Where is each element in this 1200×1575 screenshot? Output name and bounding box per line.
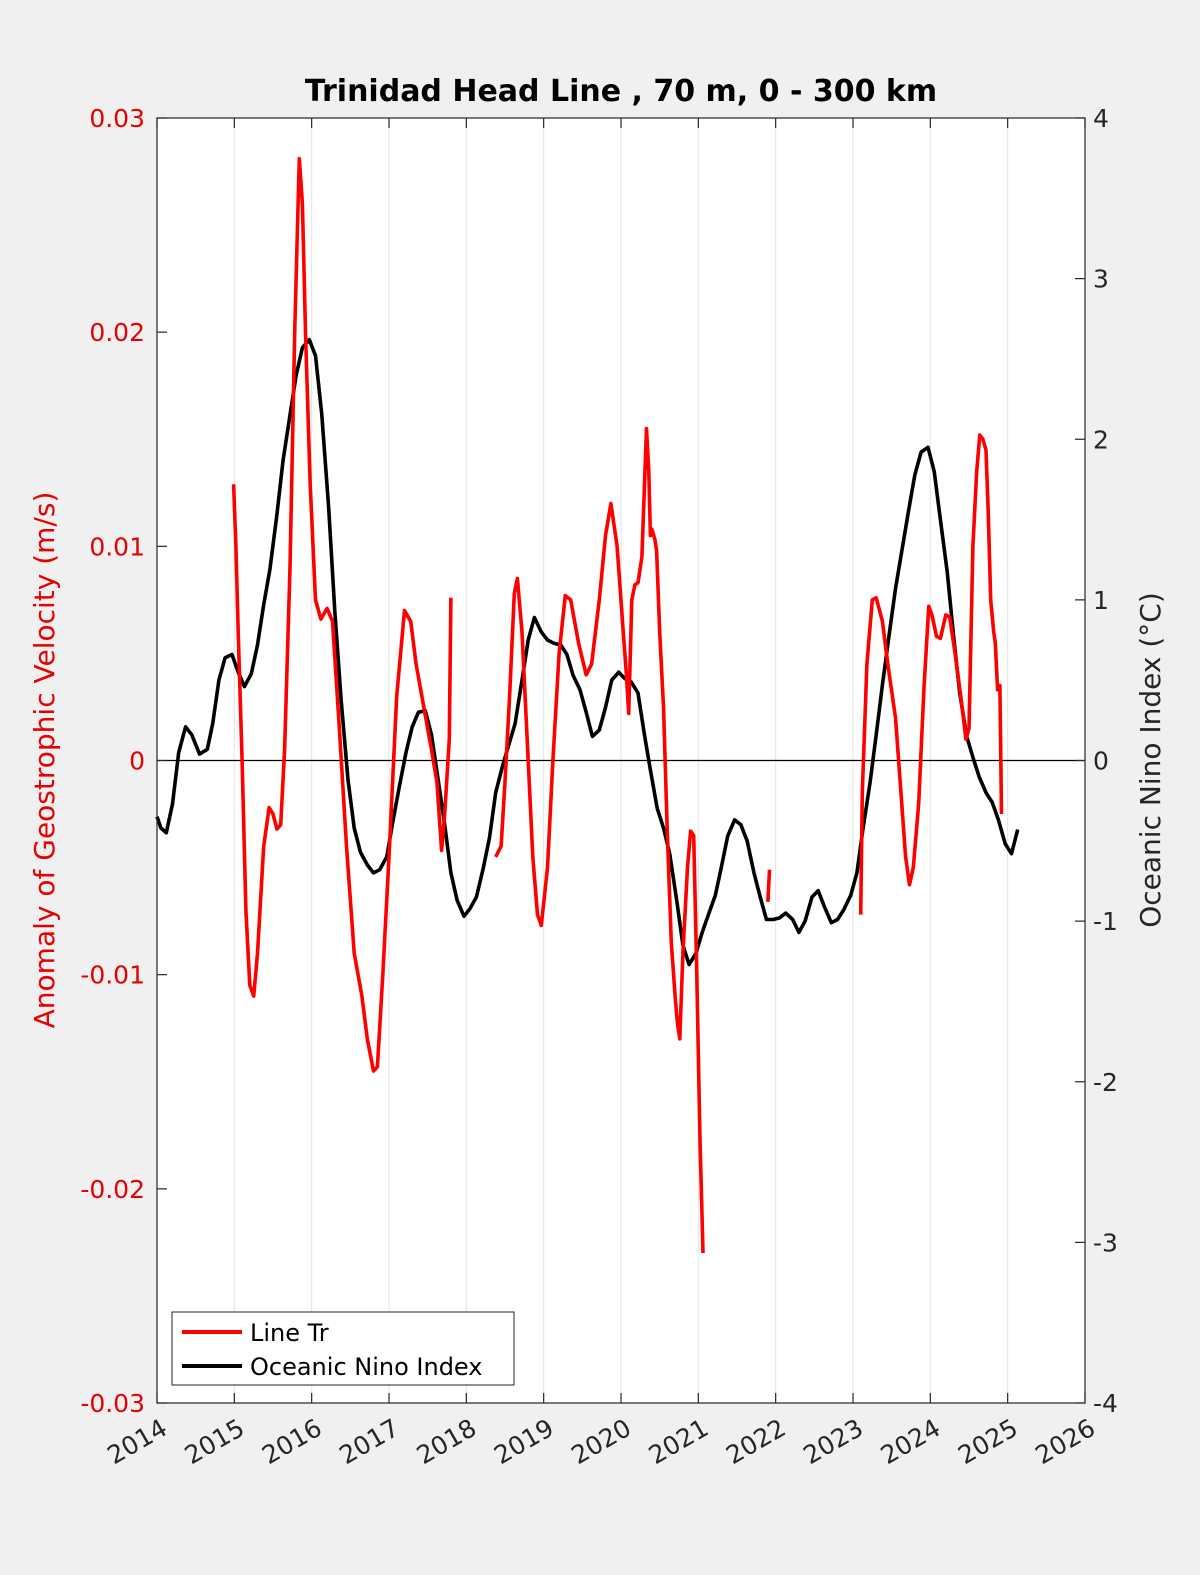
left-tick-label: 0.03	[89, 104, 145, 133]
left-tick-label: -0.01	[80, 961, 145, 990]
left-axis-label: Anomaly of Geostrophic Velocity (m/s)	[28, 492, 61, 1029]
series-line-oceanic-nino-index	[155, 337, 1020, 967]
legend-label-oni: Oceanic Nino Index	[250, 1353, 482, 1381]
series-layer	[155, 156, 1020, 1254]
left-tick-label: 0.01	[89, 532, 145, 561]
left-tick-label: 0	[129, 747, 145, 776]
legend-label-line-tr: Line Tr	[250, 1319, 329, 1347]
right-tick-label: 2	[1093, 425, 1109, 454]
right-axis-label: Oceanic Nino Index (°C)	[1134, 592, 1167, 928]
right-tick-label: 0	[1093, 747, 1109, 776]
right-tick-label: 3	[1093, 265, 1109, 294]
series-line-line-tr	[858, 433, 1004, 915]
right-tick-label: -3	[1093, 1228, 1118, 1257]
series-line-line-tr	[231, 156, 453, 1073]
legend-box	[171, 1311, 515, 1386]
tick-marks	[156, 117, 1086, 1404]
right-tick-label: -2	[1093, 1068, 1118, 1097]
right-tick-label: -4	[1093, 1389, 1118, 1418]
left-tick-label: -0.03	[80, 1389, 145, 1418]
series-line-line-tr	[494, 426, 705, 1254]
left-tick-label: -0.02	[80, 1175, 145, 1204]
left-tick-label: 0.02	[89, 318, 145, 347]
legend: Line Tr Oceanic Nino Index	[171, 1311, 515, 1386]
right-tick-label: -1	[1093, 907, 1118, 936]
series-line-line-tr	[766, 869, 772, 902]
chart-title: Trinidad Head Line , 70 m, 0 - 300 km	[305, 74, 937, 109]
right-tick-label: 4	[1093, 104, 1109, 133]
right-tick-label: 1	[1093, 586, 1109, 615]
tick-labels: 2014 2015 2016 2017 2018 2019 2020 2021 2022 2023…	[80, 104, 1118, 1470]
